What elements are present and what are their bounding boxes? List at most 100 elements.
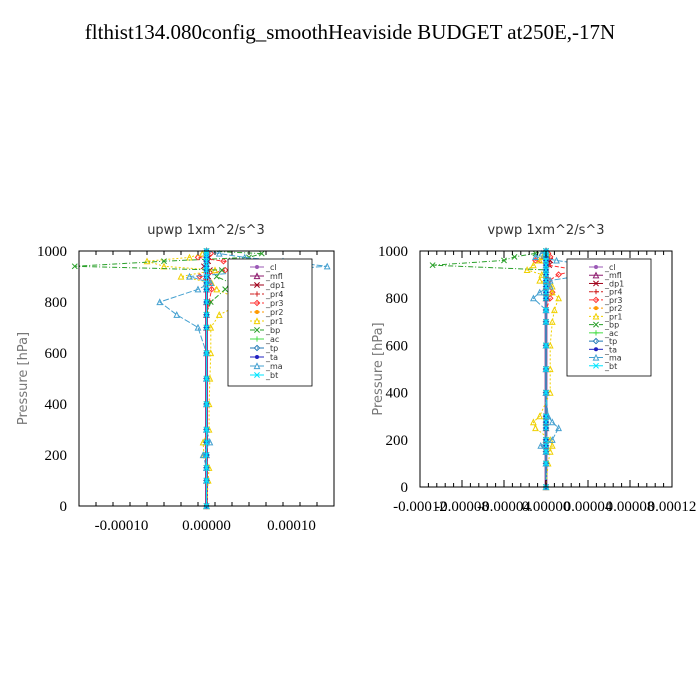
data-point <box>548 441 556 449</box>
data-point <box>548 436 556 443</box>
data-point <box>203 324 210 331</box>
data-point <box>207 299 214 305</box>
data-point <box>546 282 554 290</box>
data-point <box>71 263 78 270</box>
data-point <box>254 282 260 288</box>
x-tick-label: 0.00008 <box>606 499 655 515</box>
data-point <box>208 285 215 293</box>
data-point <box>543 262 549 269</box>
data-point <box>543 271 549 278</box>
series-line-_pr1 <box>146 250 246 507</box>
legend-label-_pr4: _pr4 <box>265 290 283 299</box>
data-point <box>555 294 563 302</box>
series-line-_bp <box>432 250 547 487</box>
data-point <box>156 298 164 306</box>
data-point <box>536 276 544 284</box>
data-point <box>203 452 210 458</box>
data-point <box>532 424 539 432</box>
data-point <box>161 258 167 265</box>
data-point <box>593 362 599 369</box>
data-point <box>253 299 261 307</box>
legend-label-_pr1: _pr1 <box>604 312 622 321</box>
data-point <box>543 318 549 325</box>
chart-panel-2: vpwp 1xm^2/s^3 Pressure [hPa] 0 200 400 600 80… <box>371 223 696 515</box>
data-point <box>218 267 225 274</box>
legend-label-_bp: _bp <box>604 321 619 330</box>
data-point <box>532 253 539 260</box>
data-point <box>543 448 549 455</box>
data-point <box>592 337 600 345</box>
data-point <box>203 464 210 471</box>
y-tick-label: 400 <box>45 397 68 413</box>
data-point <box>548 318 556 325</box>
figure-title: flthist134.080config_smoothHeaviside BUD… <box>84 20 616 44</box>
data-point <box>222 286 229 293</box>
x-tick-label: -0.00012 <box>393 499 447 515</box>
data-point <box>254 372 260 378</box>
series-line-_pr1 <box>526 250 560 488</box>
data-point <box>186 272 193 280</box>
y-tick-label: 800 <box>386 291 409 307</box>
data-point <box>215 311 223 318</box>
data-point <box>203 350 210 356</box>
data-point <box>529 418 537 426</box>
x-tick-label: 0.00000 <box>522 499 571 515</box>
data-point <box>594 347 598 352</box>
data-point <box>543 289 549 296</box>
data-point <box>555 271 562 278</box>
data-point <box>548 418 556 426</box>
y-tick-label: 1000 <box>37 244 67 260</box>
data-point <box>203 273 210 280</box>
data-point <box>529 294 537 302</box>
legend-label-_ma: _ma <box>265 362 283 371</box>
legend-label-_mfl: _mfl <box>265 272 283 281</box>
data-point <box>546 276 554 284</box>
legend-box <box>227 258 313 387</box>
legend-label-_ta: _ta <box>604 345 617 354</box>
legend-label-_ac: _ac <box>604 329 618 338</box>
x-tick-label: -0.00008 <box>435 499 489 515</box>
data-point <box>253 317 261 325</box>
data-point <box>501 257 507 264</box>
data-point <box>536 288 544 296</box>
data-point <box>323 262 331 270</box>
data-point <box>592 296 600 304</box>
data-point <box>253 272 261 280</box>
data-point <box>592 353 600 361</box>
legend-label-_mfl: _mfl <box>604 271 622 280</box>
x-tick-label: -0.00010 <box>95 518 149 534</box>
data-point <box>550 306 558 314</box>
data-point <box>173 311 181 318</box>
data-point <box>253 344 261 352</box>
legend-label-_pr4: _pr4 <box>604 288 622 297</box>
legend-label-_dp1: _dp1 <box>265 281 285 290</box>
data-point <box>254 336 260 342</box>
data-point <box>548 288 556 296</box>
data-point <box>593 330 599 336</box>
panel-title: upwp 1xm^2/s^3 <box>147 223 265 238</box>
x-tick-label: 0.00000 <box>182 518 231 534</box>
data-point <box>594 306 598 311</box>
data-point <box>543 342 549 349</box>
data-point <box>203 263 210 270</box>
data-point <box>255 265 259 269</box>
data-point <box>543 283 549 290</box>
data-point <box>203 477 210 484</box>
legend: _cl_mfl_dp1_pr4_pr3_pr2_pr1_bp_ac_tp_ta_… <box>227 258 313 387</box>
data-point <box>253 362 261 370</box>
data-point <box>543 389 549 396</box>
data-point <box>529 261 537 269</box>
data-point <box>592 271 600 279</box>
y-tick-label: 800 <box>45 295 68 311</box>
data-point <box>593 321 599 328</box>
data-point <box>592 312 600 320</box>
data-point <box>207 279 215 286</box>
data-point <box>593 289 599 295</box>
data-point <box>255 310 259 314</box>
y-tick-label: 600 <box>386 338 409 354</box>
data-point <box>546 294 554 302</box>
panel-title: vpwp 1xm^2/s^3 <box>487 223 604 238</box>
x-tick-label: 0.00010 <box>267 518 316 534</box>
legend-label-_tp: _tp <box>604 337 617 346</box>
data-point <box>194 323 202 331</box>
